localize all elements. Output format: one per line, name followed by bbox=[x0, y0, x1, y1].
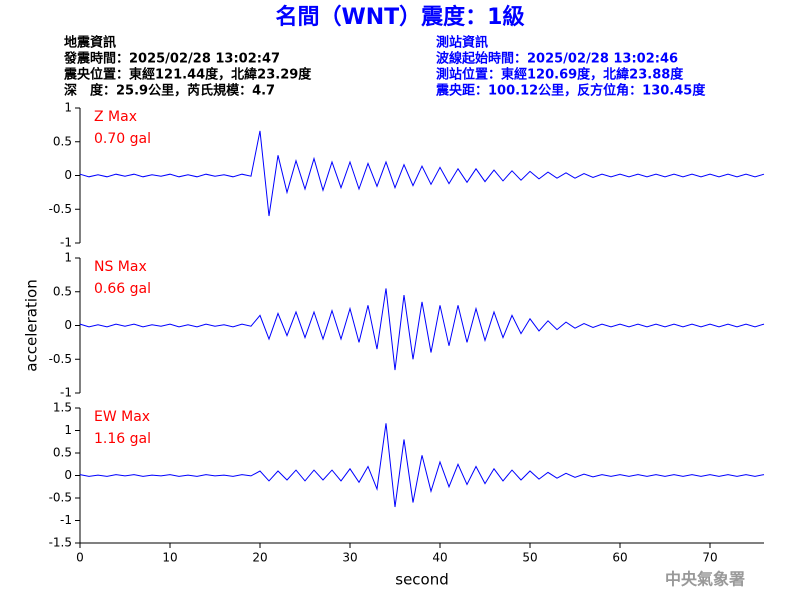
station-line: 波線起始時間：2025/02/28 13:02:46 bbox=[436, 51, 678, 67]
info-line: 震央位置：東經121.44度，北緯23.29度 bbox=[63, 67, 312, 83]
x-tick-label: 0 bbox=[76, 551, 84, 565]
max-annotation: 1.16 gal bbox=[94, 431, 151, 447]
x-tick-label: 10 bbox=[162, 551, 177, 565]
y-tick-label: 0.5 bbox=[53, 284, 72, 298]
y-tick-label: -1.5 bbox=[49, 536, 72, 550]
y-tick-label: 1 bbox=[64, 251, 72, 265]
x-axis-label: second bbox=[395, 571, 449, 589]
info-line: 發震時間：2025/02/28 13:02:47 bbox=[63, 51, 280, 67]
max-annotation: Z Max bbox=[94, 109, 137, 125]
max-annotation: 0.66 gal bbox=[94, 281, 151, 297]
y-tick-label: 0.5 bbox=[53, 446, 72, 460]
waveform bbox=[79, 130, 765, 217]
x-tick-label: 70 bbox=[702, 551, 717, 565]
info-line: 深 度：25.9公里，芮氏規模：4.7 bbox=[64, 83, 275, 99]
y-tick-label: 1.5 bbox=[53, 401, 72, 415]
y-tick-label: 0 bbox=[64, 168, 72, 182]
info-line: 地震資訊 bbox=[64, 35, 116, 51]
y-tick-label: 1 bbox=[64, 423, 72, 437]
max-annotation: NS Max bbox=[94, 259, 147, 275]
waveform bbox=[79, 288, 765, 371]
y-axis-label: acceleration bbox=[23, 279, 41, 371]
station-line: 測站位置：東經120.69度，北緯23.88度 bbox=[436, 67, 684, 83]
y-tick-label: -1 bbox=[60, 236, 72, 250]
footer: 中央氣象署 bbox=[665, 570, 745, 589]
chart-title: 名間（WNT）震度：1級 bbox=[276, 4, 525, 30]
y-tick-label: -0.5 bbox=[49, 491, 72, 505]
y-tick-label: -0.5 bbox=[49, 352, 72, 366]
y-tick-label: -0.5 bbox=[49, 202, 72, 216]
y-tick-label: 0.5 bbox=[53, 134, 72, 148]
x-tick-label: 30 bbox=[342, 551, 357, 565]
max-annotation: EW Max bbox=[94, 409, 150, 425]
x-tick-label: 20 bbox=[252, 551, 267, 565]
y-tick-label: 1 bbox=[64, 101, 72, 115]
y-tick-label: 0 bbox=[64, 318, 72, 332]
x-tick-label: 50 bbox=[522, 551, 537, 565]
y-tick-label: -1 bbox=[60, 513, 72, 527]
max-annotation: 0.70 gal bbox=[94, 131, 151, 147]
x-tick-label: 60 bbox=[612, 551, 627, 565]
station-line: 測站資訊 bbox=[436, 35, 488, 51]
y-tick-label: -1 bbox=[60, 386, 72, 400]
station-line: 震央距：100.12公里，反方位角：130.45度 bbox=[435, 83, 706, 99]
waveform bbox=[79, 423, 765, 508]
y-tick-label: 0 bbox=[64, 468, 72, 482]
x-tick-label: 40 bbox=[432, 551, 447, 565]
